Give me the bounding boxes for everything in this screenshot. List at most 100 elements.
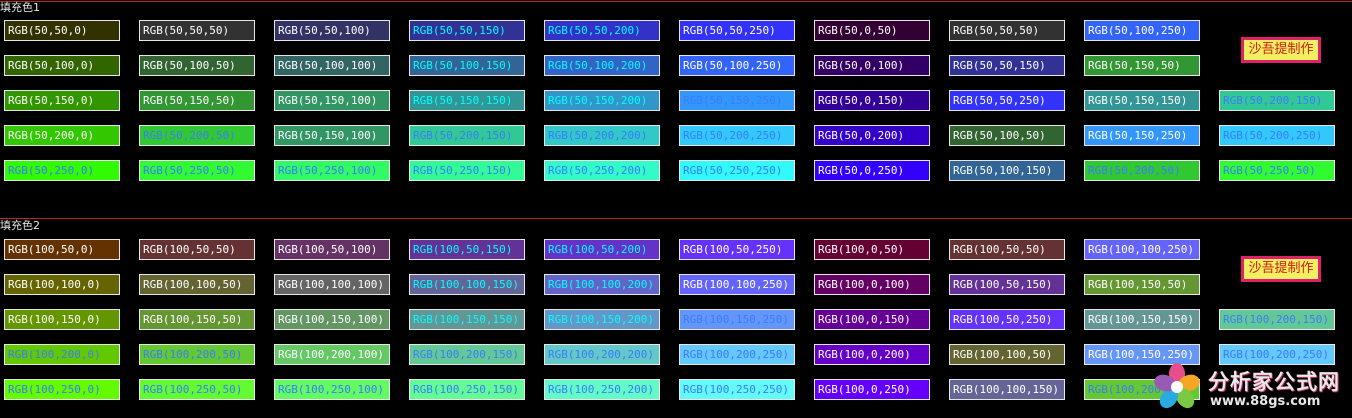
- color-swatch: RGB(100,150,250): [679, 309, 795, 330]
- color-swatch: RGB(50,50,150): [949, 55, 1065, 76]
- color-swatch: RGB(100,200,0): [4, 344, 120, 365]
- color-swatch: RGB(50,0,150): [814, 90, 930, 111]
- color-swatch: RGB(50,50,150): [409, 20, 525, 41]
- color-swatch: RGB(100,150,50): [139, 309, 255, 330]
- section-title-2: 填充色2: [0, 219, 40, 232]
- color-swatch: RGB(100,150,250): [1084, 344, 1200, 365]
- color-swatch: RGB(100,200,150): [1219, 309, 1335, 330]
- color-swatch: RGB(50,200,0): [4, 125, 120, 146]
- color-swatch: RGB(50,150,250): [1084, 125, 1200, 146]
- color-swatch: RGB(100,50,200): [544, 239, 660, 260]
- color-swatch: RGB(100,200,150): [409, 344, 525, 365]
- color-swatch: RGB(50,150,150): [1084, 90, 1200, 111]
- color-swatch: RGB(100,100,100): [274, 274, 390, 295]
- section-separator-top: [0, 1, 1352, 2]
- color-swatch: RGB(100,0,100): [814, 274, 930, 295]
- color-swatch: RGB(50,200,150): [409, 125, 525, 146]
- color-swatch: RGB(100,100,250): [679, 274, 795, 295]
- color-swatch: RGB(50,100,250): [679, 55, 795, 76]
- color-swatch: RGB(50,100,200): [544, 55, 660, 76]
- color-swatch: RGB(100,50,150): [409, 239, 525, 260]
- color-swatch: RGB(50,150,0): [4, 90, 120, 111]
- color-swatch: RGB(100,250,150): [409, 379, 525, 400]
- color-swatch: RGB(50,50,200): [544, 20, 660, 41]
- color-swatch: RGB(50,150,200): [544, 90, 660, 111]
- color-swatch: RGB(50,50,250): [679, 20, 795, 41]
- color-swatch: RGB(100,100,200): [544, 274, 660, 295]
- color-swatch: RGB(50,150,250): [679, 90, 795, 111]
- color-swatch: RGB(50,50,250): [949, 90, 1065, 111]
- color-swatch: RGB(50,250,0): [4, 160, 120, 181]
- color-swatch: RGB(100,50,250): [679, 239, 795, 260]
- color-swatch: RGB(50,150,100): [274, 125, 390, 146]
- color-swatch: RGB(50,100,150): [949, 160, 1065, 181]
- color-swatch: RGB(100,150,100): [274, 309, 390, 330]
- color-swatch: RGB(50,200,200): [544, 125, 660, 146]
- color-swatch: RGB(100,100,150): [949, 379, 1065, 400]
- color-swatch: RGB(50,250,150): [409, 160, 525, 181]
- color-swatch: RGB(100,150,0): [4, 309, 120, 330]
- color-swatch: RGB(100,250,100): [274, 379, 390, 400]
- color-swatch: RGB(50,100,50): [139, 55, 255, 76]
- color-swatch: RGB(100,100,50): [949, 344, 1065, 365]
- color-swatch: RGB(50,250,250): [679, 160, 795, 181]
- color-swatch: RGB(50,50,50): [139, 20, 255, 41]
- color-swatch: RGB(50,100,150): [409, 55, 525, 76]
- section-separator-middle: [0, 218, 1352, 219]
- color-swatch: RGB(50,0,250): [814, 160, 930, 181]
- section-title-1: 填充色1: [0, 1, 40, 14]
- color-swatch: RGB(100,150,50): [1084, 274, 1200, 295]
- author-badge-2: 沙吾提制作: [1241, 256, 1321, 282]
- color-swatch: RGB(100,250,50): [139, 379, 255, 400]
- color-swatch: RGB(50,0,50): [814, 20, 930, 41]
- color-swatch: RGB(100,250,250): [679, 379, 795, 400]
- color-swatch: RGB(100,100,0): [4, 274, 120, 295]
- color-swatch: RGB(100,150,150): [1084, 309, 1200, 330]
- color-swatch: RGB(100,150,150): [409, 309, 525, 330]
- color-swatch: RGB(100,50,150): [949, 274, 1065, 295]
- watermark-site-name: 分析家公式网: [1208, 370, 1340, 394]
- color-swatch: RGB(100,50,50): [949, 239, 1065, 260]
- color-swatch: RGB(100,100,250): [1084, 239, 1200, 260]
- watermark-site-url: www.88gs.com: [1210, 394, 1321, 409]
- color-swatch: RGB(50,150,50): [139, 90, 255, 111]
- color-swatch: RGB(50,250,50): [139, 160, 255, 181]
- color-swatch: RGB(100,0,150): [814, 309, 930, 330]
- color-swatch: RGB(100,100,50): [139, 274, 255, 295]
- color-swatch: RGB(50,200,250): [679, 125, 795, 146]
- color-swatch: RGB(100,150,200): [544, 309, 660, 330]
- color-swatch: RGB(50,50,100): [274, 20, 390, 41]
- color-swatch: RGB(50,250,100): [274, 160, 390, 181]
- color-swatch: RGB(50,50,50): [949, 20, 1065, 41]
- color-swatch: RGB(100,50,0): [4, 239, 120, 260]
- color-swatch: RGB(50,0,100): [814, 55, 930, 76]
- color-swatch: RGB(50,150,150): [409, 90, 525, 111]
- color-swatch: RGB(100,250,0): [4, 379, 120, 400]
- color-swatch: RGB(50,0,200): [814, 125, 930, 146]
- color-swatch: RGB(50,100,0): [4, 55, 120, 76]
- color-swatch: RGB(50,100,100): [274, 55, 390, 76]
- color-swatch: RGB(100,50,250): [949, 309, 1065, 330]
- flower-logo-icon: [1154, 363, 1200, 409]
- color-swatch: RGB(100,250,200): [544, 379, 660, 400]
- color-swatch: RGB(100,50,100): [274, 239, 390, 260]
- color-swatch: RGB(100,0,200): [814, 344, 930, 365]
- color-swatch: RGB(50,200,250): [1219, 125, 1335, 146]
- color-swatch: RGB(50,250,50): [1219, 160, 1335, 181]
- color-swatch: RGB(50,150,50): [1084, 55, 1200, 76]
- color-swatch: RGB(50,250,200): [544, 160, 660, 181]
- color-swatch: RGB(100,200,250): [679, 344, 795, 365]
- color-swatch: RGB(100,100,150): [409, 274, 525, 295]
- color-swatch: RGB(100,200,200): [544, 344, 660, 365]
- color-swatch: RGB(100,0,250): [814, 379, 930, 400]
- color-swatch: RGB(100,0,50): [814, 239, 930, 260]
- color-swatch: RGB(50,200,150): [1219, 90, 1335, 111]
- color-swatch: RGB(100,50,50): [139, 239, 255, 260]
- color-swatch: RGB(100,200,250): [1219, 344, 1335, 365]
- site-watermark: 分析家公式网 www.88gs.com: [1150, 358, 1350, 416]
- color-swatch: RGB(50,50,0): [4, 20, 120, 41]
- color-swatch: RGB(50,200,50): [1084, 160, 1200, 181]
- color-swatch: RGB(50,150,100): [274, 90, 390, 111]
- color-swatch: RGB(50,100,250): [1084, 20, 1200, 41]
- color-swatch: RGB(50,200,50): [139, 125, 255, 146]
